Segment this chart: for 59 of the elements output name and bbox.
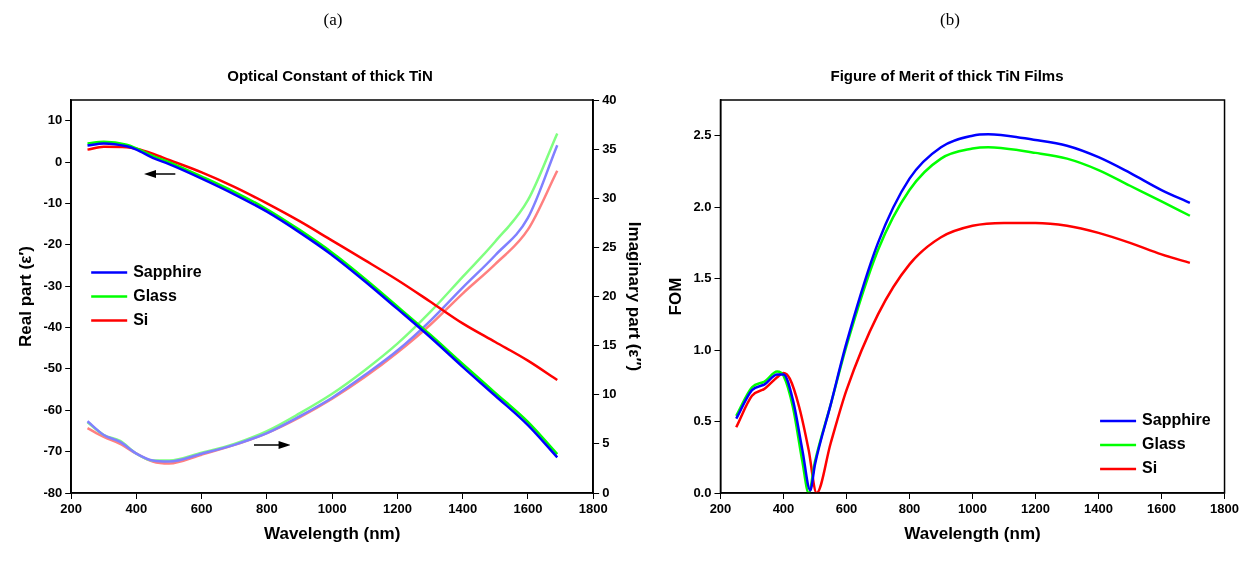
x-axis-title: Wavelength (nm) bbox=[264, 524, 401, 544]
x-tick-label: 800 bbox=[256, 501, 278, 517]
line-series bbox=[86, 145, 559, 382]
x-tick-label: 1400 bbox=[1084, 501, 1113, 517]
legend-label: Glass bbox=[1142, 435, 1186, 453]
text: (b) bbox=[939, 10, 961, 30]
y-tick-label: -50 bbox=[43, 360, 63, 376]
chart-title: Optical Constant of thick TiN bbox=[227, 67, 433, 85]
x-tick-label: 1600 bbox=[1147, 501, 1176, 517]
y-tick-label: 1.0 bbox=[693, 341, 712, 357]
x-tick-label: 1800 bbox=[578, 501, 608, 517]
x-tick-label: 600 bbox=[190, 501, 213, 517]
y-tick-label: 10 bbox=[47, 112, 63, 128]
chart-title: Figure of Merit of thick TiN Films bbox=[830, 67, 1064, 85]
y2-tick-label: 15 bbox=[602, 337, 617, 353]
y2-tick-label: 0 bbox=[602, 484, 610, 500]
y-tick-label: -60 bbox=[43, 401, 63, 417]
text: (a) bbox=[322, 10, 344, 30]
x-tick-label: 400 bbox=[772, 501, 795, 517]
x-tick-label: 1800 bbox=[1210, 501, 1239, 517]
legend-label: Si bbox=[1142, 459, 1158, 477]
y2-tick-label: 25 bbox=[602, 238, 617, 254]
legend-label: Si bbox=[133, 310, 149, 328]
y2-axis-title: Imaginary part (ε″) bbox=[625, 221, 645, 372]
y-tick-label: -20 bbox=[43, 236, 63, 252]
x-tick-label: 400 bbox=[125, 501, 148, 517]
y-tick-label: -80 bbox=[43, 484, 63, 500]
x-tick-label: 200 bbox=[709, 501, 732, 517]
y-tick-label: -10 bbox=[43, 195, 63, 210]
x-tick-label: 1200 bbox=[382, 501, 412, 517]
y2-tick-label: 20 bbox=[602, 288, 617, 304]
y2-tick-label: 30 bbox=[602, 189, 617, 205]
y2-tick-label: 40 bbox=[602, 91, 617, 107]
y-tick-label: 1.5 bbox=[693, 270, 712, 286]
y-tick-label: 2.5 bbox=[693, 127, 712, 143]
x-tick-label: 800 bbox=[898, 501, 921, 517]
y-axis-title: Real part (ε′) bbox=[15, 246, 35, 347]
legend-label: Sapphire bbox=[133, 262, 202, 280]
x-axis-title: Wavelength (nm) bbox=[904, 524, 1041, 544]
y-tick-label: 0.0 bbox=[693, 484, 712, 500]
y-tick-label: -30 bbox=[43, 277, 63, 293]
y-tick-label: 0.5 bbox=[693, 413, 712, 429]
x-tick-label: 200 bbox=[60, 501, 83, 517]
y2-tick-label: 10 bbox=[602, 386, 617, 402]
x-tick-label: 1600 bbox=[513, 501, 543, 517]
y-tick-label: -70 bbox=[43, 443, 63, 459]
x-tick-label: 1000 bbox=[958, 501, 987, 517]
y-tick-label: 2.0 bbox=[693, 198, 712, 214]
y2-tick-label: 5 bbox=[602, 435, 610, 451]
x-tick-label: 600 bbox=[835, 501, 858, 517]
x-tick-label: 1200 bbox=[1021, 501, 1050, 517]
y2-tick-label: 35 bbox=[602, 140, 617, 156]
legend-label: Sapphire bbox=[1142, 411, 1211, 429]
y-axis-title: FOM bbox=[665, 277, 685, 316]
y-tick-label: 0 bbox=[54, 153, 63, 169]
y-tick-label: -40 bbox=[43, 319, 63, 335]
x-tick-label: 1400 bbox=[448, 501, 478, 517]
legend-label: Glass bbox=[133, 286, 177, 304]
x-tick-label: 1000 bbox=[317, 501, 347, 517]
